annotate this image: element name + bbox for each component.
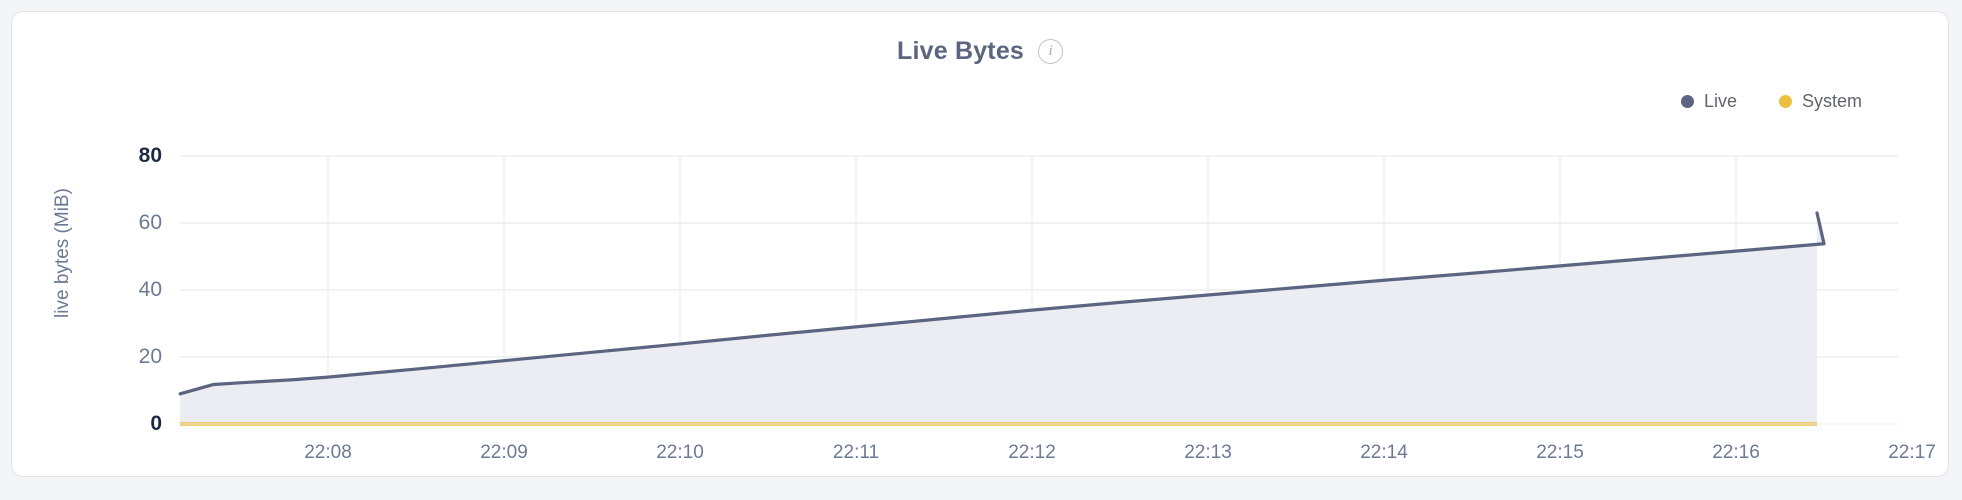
chart-header: Live Bytes i bbox=[12, 37, 1948, 66]
live-bytes-chart-card: Live Bytes i Live System live bytes (MiB… bbox=[11, 11, 1949, 477]
chart-canvas bbox=[178, 155, 1898, 426]
y-tick-label-80: 80 bbox=[138, 144, 162, 167]
y-tick-label-60: 60 bbox=[138, 211, 162, 234]
series-line-live bbox=[178, 211, 1826, 396]
y-tick-label-40: 40 bbox=[138, 278, 162, 301]
x-tick-label-22-14: 22:14 bbox=[1360, 442, 1408, 463]
x-tick-label-22-11: 22:11 bbox=[832, 442, 880, 463]
x-tick-label-22-08: 22:08 bbox=[304, 442, 352, 463]
x-tick-label-22-10: 22:10 bbox=[656, 442, 704, 463]
x-tick-label-22-12: 22:12 bbox=[1008, 442, 1056, 463]
y-tick-label-0: 0 bbox=[150, 412, 162, 435]
info-icon[interactable]: i bbox=[1038, 39, 1064, 64]
y-tick-label-20: 20 bbox=[138, 345, 162, 368]
plot-area: live bytes (MiB) 0 20 40 60 80 22:08 22:09 22:… bbox=[12, 12, 1950, 478]
area-fill-live bbox=[180, 212, 1824, 424]
legend-label-system: System bbox=[1801, 91, 1862, 111]
legend-item-live[interactable]: Live bbox=[1680, 91, 1737, 112]
x-tick-label-22-15: 22:15 bbox=[1536, 442, 1584, 463]
x-tick-label-22-17: 22:17 bbox=[1888, 442, 1936, 463]
legend-dot-system bbox=[1778, 95, 1792, 108]
legend-item-system[interactable]: System bbox=[1778, 91, 1862, 112]
x-tick-label-22-16: 22:16 bbox=[1712, 442, 1760, 463]
legend-label-live: Live bbox=[1703, 91, 1737, 111]
x-tick-label-22-09: 22:09 bbox=[480, 442, 528, 463]
x-tick-label-22-13: 22:13 bbox=[1184, 442, 1232, 463]
page-title: Live Bytes bbox=[896, 37, 1025, 65]
chart-legend: Live System bbox=[1680, 91, 1862, 112]
legend-dot-live bbox=[1680, 95, 1694, 108]
